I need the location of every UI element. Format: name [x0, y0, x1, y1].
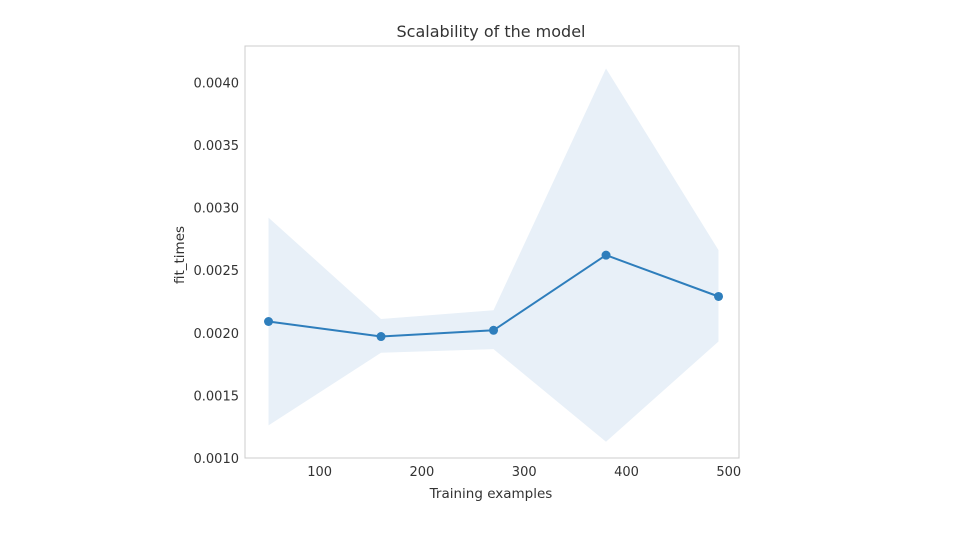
plot-area	[244, 45, 740, 459]
x-tick-label: 400	[614, 465, 639, 480]
y-tick-label: 0.0030	[194, 202, 240, 217]
data-point	[376, 332, 386, 342]
fit-times-points	[264, 250, 724, 342]
x-axis-label: Training examples	[429, 486, 553, 502]
chart-title: Scalability of the model	[397, 22, 586, 41]
data-point	[489, 325, 499, 335]
y-tick-label: 0.0015	[194, 389, 240, 404]
x-tick-label: 200	[410, 465, 435, 480]
y-tick-label: 0.0025	[194, 264, 240, 279]
x-tick-label: 500	[716, 465, 741, 480]
y-tick-labels: 0.0010 0.0015 0.0020 0.0025 0.0030 0.0035 0.00…	[194, 76, 240, 467]
data-point	[601, 250, 611, 260]
data-point	[264, 317, 274, 327]
y-tick-label: 0.0020	[194, 327, 240, 342]
x-tick-labels: 100 200 300 400 500	[307, 465, 741, 480]
y-tick-label: 0.0035	[194, 139, 240, 154]
x-tick-label: 300	[512, 465, 537, 480]
data-point	[714, 291, 724, 301]
x-tick-label: 100	[307, 465, 332, 480]
y-tick-label: 0.0040	[194, 76, 240, 91]
y-tick-label: 0.0010	[194, 452, 240, 467]
y-axis-label: fit_times	[172, 226, 188, 284]
fit-times-std-band	[268, 68, 719, 442]
